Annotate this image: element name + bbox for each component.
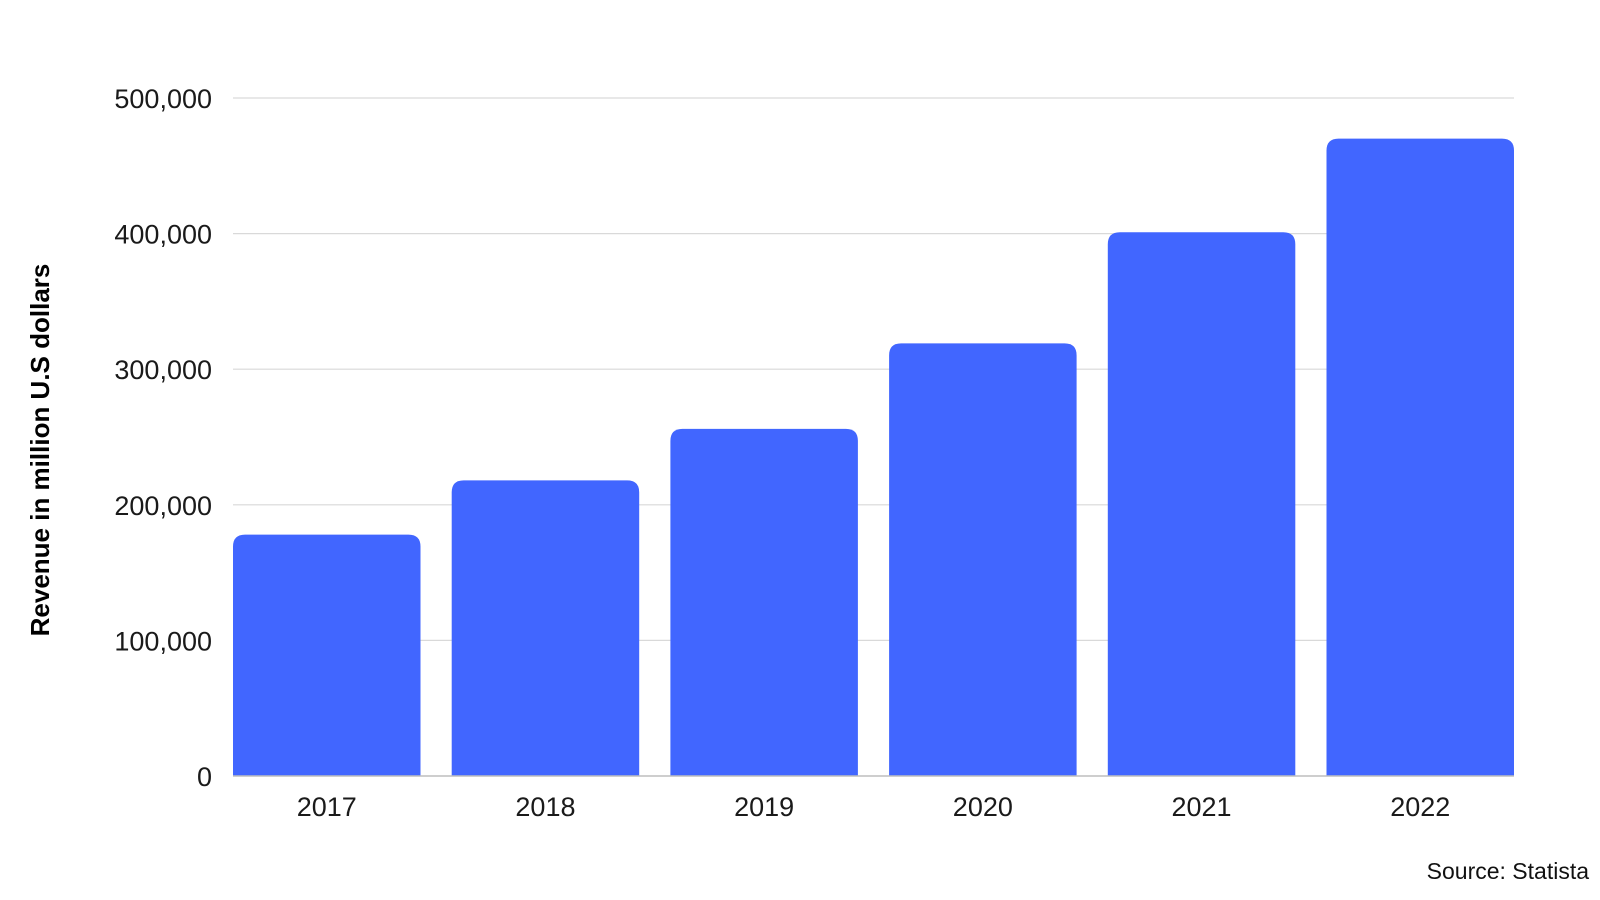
x-tick-label: 2018 <box>515 792 575 822</box>
y-tick-label: 300,000 <box>114 355 212 385</box>
x-tick-label: 2017 <box>297 792 357 822</box>
bar-2022 <box>1326 138 1514 776</box>
x-tick-labels: 2017 2018 2019 2020 2021 2022 <box>297 792 1451 822</box>
x-tick-label: 2022 <box>1390 792 1450 822</box>
y-axis-title: Revenue in million U.S dollars <box>25 264 55 637</box>
y-tick-label: 100,000 <box>114 626 212 656</box>
x-tick-label: 2021 <box>1172 792 1232 822</box>
bar-2021 <box>1107 232 1296 776</box>
bar-2017 <box>233 534 421 776</box>
gridlines <box>233 97 1514 642</box>
y-tick-labels: 0 100,000 200,000 300,000 400,000 500,000 <box>114 84 212 792</box>
y-tick-label: 0 <box>197 762 212 792</box>
bars <box>233 138 1514 776</box>
x-tick-label: 2019 <box>734 792 794 822</box>
bar-2018 <box>451 480 640 776</box>
source-label: Source: Statista <box>1427 858 1590 884</box>
bar-2020 <box>889 343 1077 776</box>
y-tick-label: 200,000 <box>114 491 212 521</box>
y-tick-label: 400,000 <box>114 220 212 250</box>
bar-2019 <box>670 428 858 776</box>
x-tick-label: 2020 <box>953 792 1013 822</box>
y-tick-label: 500,000 <box>114 84 212 114</box>
